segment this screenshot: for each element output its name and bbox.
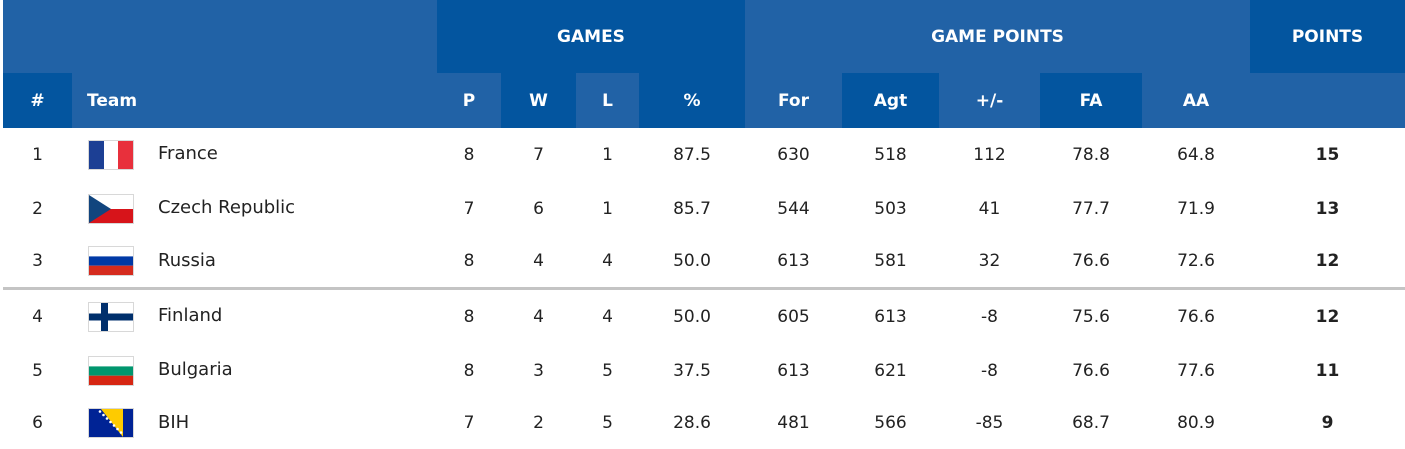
header-points-blank [1250,73,1405,128]
cell-aa: 64.8 [1177,144,1215,165]
header-pct: % [639,73,745,128]
cell-rank: 5 [32,360,43,381]
cell-pct: 28.6 [673,413,711,433]
cell-rank: 3 [32,251,43,271]
cell-agt: 621 [874,360,907,381]
qualification-divider [3,287,1405,290]
cell-w: 6 [533,198,544,219]
team-name[interactable]: Czech Republic [158,197,296,218]
cell-diff: -8 [981,306,998,327]
header-group-points: POINTS [1250,0,1405,73]
cell-p: 7 [463,198,475,219]
cell-aa: 77.6 [1177,360,1215,381]
cell-l: 1 [602,198,613,219]
cell-points: 12 [1315,306,1340,327]
flag-france-icon [88,140,134,170]
flag-czech-republic-icon [88,194,134,224]
cell-diff: -85 [975,413,1004,433]
team-name[interactable]: France [158,143,218,164]
cell-for: 613 [777,360,810,381]
cell-pct: 50.0 [673,306,711,327]
cell-agt: 613 [874,306,907,327]
header-team: Team [72,73,437,128]
cell-l: 4 [602,306,613,327]
cell-agt: 581 [874,251,907,271]
team-name[interactable]: BIH [158,411,190,433]
cell-diff: 112 [973,144,1006,165]
header-for: For [745,73,842,128]
cell-fa: 76.6 [1072,360,1110,381]
cell-aa: 80.9 [1177,413,1215,433]
cell-aa: 76.6 [1177,306,1215,327]
cell-aa: 72.6 [1177,251,1215,271]
cell-points: 9 [1321,413,1334,433]
header-fa: FA [1040,73,1142,128]
cell-diff: 32 [978,251,1001,271]
cell-l: 5 [602,360,613,381]
cell-points: 12 [1315,251,1340,271]
cell-l: 4 [602,251,613,271]
header-w: W [501,73,576,128]
cell-aa: 71.9 [1177,198,1215,219]
flag-finland-icon [88,302,134,332]
cell-fa: 77.7 [1072,198,1110,219]
flag-bulgaria-icon [88,356,134,386]
cell-rank: 2 [32,198,43,219]
team-name[interactable]: Bulgaria [158,359,233,380]
header-rank: # [3,73,72,128]
cell-for: 630 [777,144,810,165]
cell-points: 15 [1315,144,1340,165]
cell-w: 4 [533,251,544,271]
team-name[interactable]: Russia [158,249,216,271]
cell-agt: 566 [874,413,907,433]
cell-l: 5 [602,413,613,433]
cell-fa: 68.7 [1072,413,1110,433]
header-diff: +/- [939,73,1040,128]
cell-w: 3 [533,360,544,381]
cell-p: 8 [463,306,475,327]
header-aa: AA [1142,73,1250,128]
cell-rank: 4 [32,306,43,327]
cell-w: 7 [533,144,544,165]
flag-russia-icon [88,246,134,276]
cell-fa: 75.6 [1072,306,1110,327]
cell-pct: 85.7 [673,198,711,219]
flag-bih-icon [88,408,134,438]
cell-fa: 76.6 [1072,251,1110,271]
header-agt: Agt [842,73,939,128]
cell-diff: -8 [981,360,998,381]
cell-diff: 41 [978,198,1001,219]
header-group-game-points: GAME POINTS [745,0,1250,73]
header-l: L [576,73,639,128]
cell-pct: 50.0 [673,251,711,271]
cell-w: 4 [533,306,544,327]
cell-p: 8 [463,251,475,271]
team-name[interactable]: Finland [158,305,223,326]
cell-agt: 518 [874,144,907,165]
cell-p: 7 [463,413,475,433]
header-p: P [437,73,501,128]
cell-l: 1 [602,144,613,165]
cell-p: 8 [463,144,475,165]
header-blank [3,0,437,73]
header-group-games: GAMES [437,0,745,73]
cell-p: 8 [463,360,475,381]
cell-pct: 37.5 [673,360,711,381]
cell-pct: 87.5 [673,144,711,165]
cell-fa: 78.8 [1072,144,1110,165]
cell-points: 11 [1315,360,1340,381]
cell-for: 544 [777,198,810,219]
cell-rank: 6 [32,413,43,433]
cell-points: 13 [1315,198,1340,219]
cell-for: 613 [777,251,810,271]
cell-for: 481 [777,413,810,433]
cell-for: 605 [777,306,810,327]
cell-w: 2 [533,413,544,433]
cell-rank: 1 [32,144,43,165]
cell-agt: 503 [874,198,907,219]
